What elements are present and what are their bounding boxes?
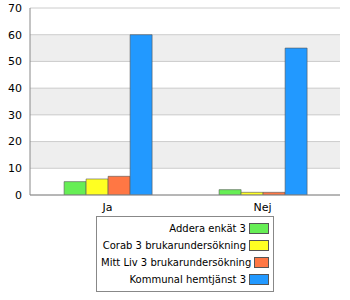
svg-text:0: 0 — [15, 189, 22, 202]
html-text:Addera enkät 3: Addera enkät 3 — [169, 223, 246, 234]
html-text:Mitt Liv 3 brukarundersökning: Mitt Liv 3 brukarundersökning — [101, 257, 252, 268]
svg-text:40: 40 — [8, 82, 22, 95]
html-text:Corab 3 brukarundersökning: Corab 3 brukarundersökning — [102, 240, 246, 251]
svg-text:60: 60 — [8, 29, 22, 42]
svg-text:Nej: Nej — [253, 201, 271, 214]
svg-text:20: 20 — [8, 135, 22, 148]
html-text:Kommunal hemtjänst 3: Kommunal hemtjänst 3 — [129, 274, 246, 285]
svg-text:10: 10 — [8, 162, 22, 175]
svg-text:Ja: Ja — [102, 201, 113, 214]
svg-text:50: 50 — [8, 55, 22, 68]
svg-text:30: 30 — [8, 109, 22, 122]
svg-text:70: 70 — [8, 2, 22, 15]
